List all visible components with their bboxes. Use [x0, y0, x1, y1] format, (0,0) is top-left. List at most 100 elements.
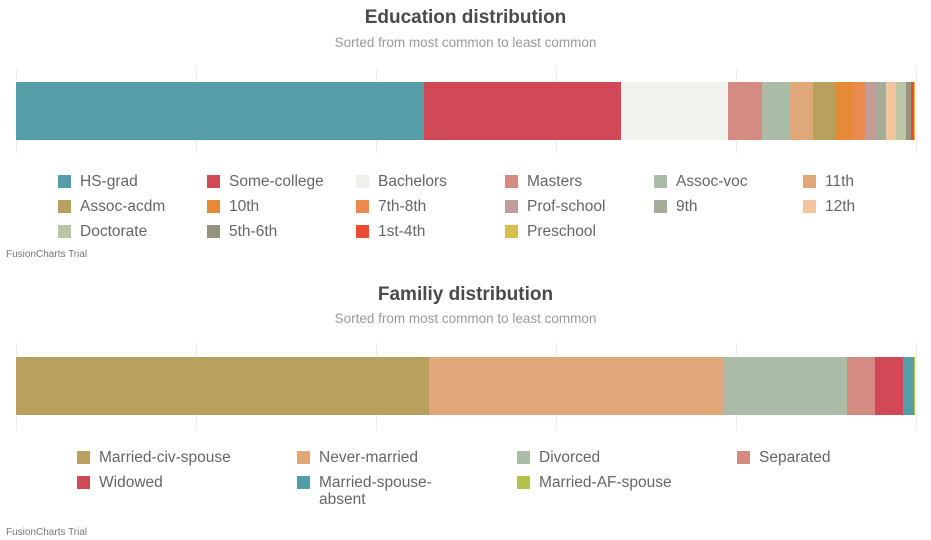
legend-swatch-icon — [654, 200, 667, 213]
legend-swatch-icon — [654, 175, 667, 188]
legend-label: 1st-4th — [378, 223, 426, 240]
legend-swatch-icon — [505, 200, 518, 213]
legend-item[interactable]: Some-college — [207, 173, 324, 190]
bar-segment-12th[interactable] — [886, 82, 896, 140]
family-chart-title: Familiy distribution — [377, 284, 554, 305]
legend-label: Masters — [527, 173, 583, 190]
legend-label: Assoc-voc — [676, 173, 748, 190]
legend-item[interactable]: 1st-4th — [356, 223, 425, 240]
bar-segment-10th[interactable] — [834, 82, 853, 140]
bar-segment-preschool[interactable] — [913, 82, 915, 140]
bar-segment-prof-school[interactable] — [865, 82, 877, 140]
legend-item[interactable]: Widowed — [77, 474, 163, 491]
education-stacked-bar — [16, 82, 915, 140]
legend-label: Prof-school — [527, 198, 606, 215]
legend-label: Married-spouse-absent — [319, 474, 432, 508]
legend-item[interactable]: 5th-6th — [207, 223, 277, 240]
legend-item[interactable]: Never-married — [297, 449, 418, 466]
legend-swatch-icon — [58, 175, 71, 188]
bar-segment-doctorate[interactable] — [896, 82, 906, 140]
legend-item[interactable]: 9th — [654, 198, 698, 215]
bar-segment-hs-grad[interactable] — [16, 82, 424, 140]
legend-swatch-icon — [207, 200, 220, 213]
legend-swatch-icon — [505, 225, 518, 238]
family-chart-subtitle: Sorted from most common to least common — [334, 311, 597, 326]
bar-segment-masters[interactable] — [727, 82, 762, 140]
legend-label: Preschool — [527, 223, 596, 240]
legend-label: Married-civ-spouse — [99, 449, 231, 466]
legend-item[interactable]: 11th — [803, 173, 854, 190]
legend-label: HS-grad — [80, 173, 138, 190]
legend-label: 7th-8th — [378, 198, 427, 215]
bar-segment-divorced[interactable] — [723, 357, 847, 415]
legend-swatch-icon — [77, 451, 90, 464]
legend-item[interactable]: Separated — [737, 449, 831, 466]
bar-segment-5th-6th[interactable] — [905, 82, 912, 140]
bar-segment-married-spouse-absent[interactable] — [903, 357, 915, 415]
legend-label: Doctorate — [80, 223, 148, 240]
bar-segment-11th[interactable] — [789, 82, 814, 140]
bar-segment-1st-4th[interactable] — [911, 82, 914, 140]
legend-swatch-icon — [517, 451, 530, 464]
legend-label: 11th — [825, 173, 855, 190]
legend-swatch-icon — [207, 225, 220, 238]
education-chart-subtitle: Sorted from most common to least common — [334, 35, 597, 50]
bar-segment-some-college[interactable] — [423, 82, 621, 140]
legend-swatch-icon — [58, 225, 71, 238]
legend-swatch-icon — [207, 175, 220, 188]
legend-item[interactable]: Preschool — [505, 223, 596, 240]
bar-segment-married-civ-spouse[interactable] — [16, 357, 430, 415]
legend-item[interactable]: Masters — [505, 173, 582, 190]
legend-swatch-icon — [77, 476, 90, 489]
legend-item[interactable]: Assoc-acdm — [58, 198, 165, 215]
bar-segment-7th-8th[interactable] — [852, 82, 866, 140]
legend-item[interactable]: Prof-school — [505, 198, 605, 215]
legend-swatch-icon — [356, 175, 369, 188]
gridline — [916, 343, 917, 431]
bar-segment-9th[interactable] — [876, 82, 887, 140]
legend-label: Assoc-acdm — [80, 198, 166, 215]
legend-label: Never-married — [319, 449, 419, 466]
legend-item[interactable]: Married-AF-spouse — [517, 474, 672, 491]
legend-label: 10th — [229, 198, 260, 215]
fusioncharts-trial-watermark: FusionCharts Trial — [6, 527, 88, 538]
education-chart-title: Education distribution — [364, 7, 567, 28]
legend-item[interactable]: Assoc-voc — [654, 173, 748, 190]
legend-label: Separated — [759, 449, 831, 466]
legend-label: 9th — [676, 198, 698, 215]
legend-swatch-icon — [517, 476, 530, 489]
legend-swatch-icon — [356, 225, 369, 238]
legend-item[interactable]: HS-grad — [58, 173, 138, 190]
bar-segment-separated[interactable] — [846, 357, 876, 415]
legend-label: Married-AF-spouse — [539, 474, 672, 491]
legend-label: Bachelors — [378, 173, 447, 190]
legend-label: 5th-6th — [229, 223, 278, 240]
legend-swatch-icon — [356, 200, 369, 213]
legend-swatch-icon — [803, 200, 816, 213]
legend-label: Widowed — [99, 474, 163, 491]
legend-item[interactable]: Bachelors — [356, 173, 447, 190]
legend-swatch-icon — [297, 476, 310, 489]
bar-segment-bachelors[interactable] — [620, 82, 728, 140]
legend-swatch-icon — [505, 175, 518, 188]
legend-item[interactable]: Married-civ-spouse — [77, 449, 231, 466]
fusioncharts-trial-watermark: FusionCharts Trial — [6, 249, 88, 260]
legend-item[interactable]: Doctorate — [58, 223, 147, 240]
legend-item[interactable]: 10th — [207, 198, 259, 215]
legend-item[interactable]: Divorced — [517, 449, 600, 466]
legend-swatch-icon — [58, 200, 71, 213]
legend-label: 12th — [825, 198, 856, 215]
legend-swatch-icon — [737, 451, 750, 464]
bar-segment-married-af-spouse[interactable] — [914, 357, 915, 415]
bar-segment-widowed[interactable] — [875, 357, 904, 415]
bar-segment-assoc-acdm[interactable] — [813, 82, 835, 140]
legend-item[interactable]: Married-spouse-absent — [297, 474, 459, 508]
legend-label: Some-college — [229, 173, 324, 190]
gridline — [916, 67, 917, 154]
legend-item[interactable]: 7th-8th — [356, 198, 426, 215]
bar-segment-never-married[interactable] — [429, 357, 724, 415]
family-stacked-bar — [16, 357, 915, 415]
bar-segment-assoc-voc[interactable] — [761, 82, 790, 140]
legend-swatch-icon — [803, 175, 816, 188]
legend-item[interactable]: 12th — [803, 198, 855, 215]
